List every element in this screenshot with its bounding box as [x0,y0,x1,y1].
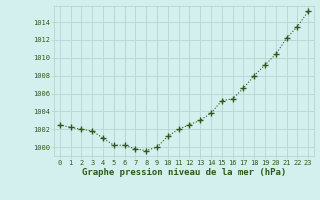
X-axis label: Graphe pression niveau de la mer (hPa): Graphe pression niveau de la mer (hPa) [82,168,286,177]
